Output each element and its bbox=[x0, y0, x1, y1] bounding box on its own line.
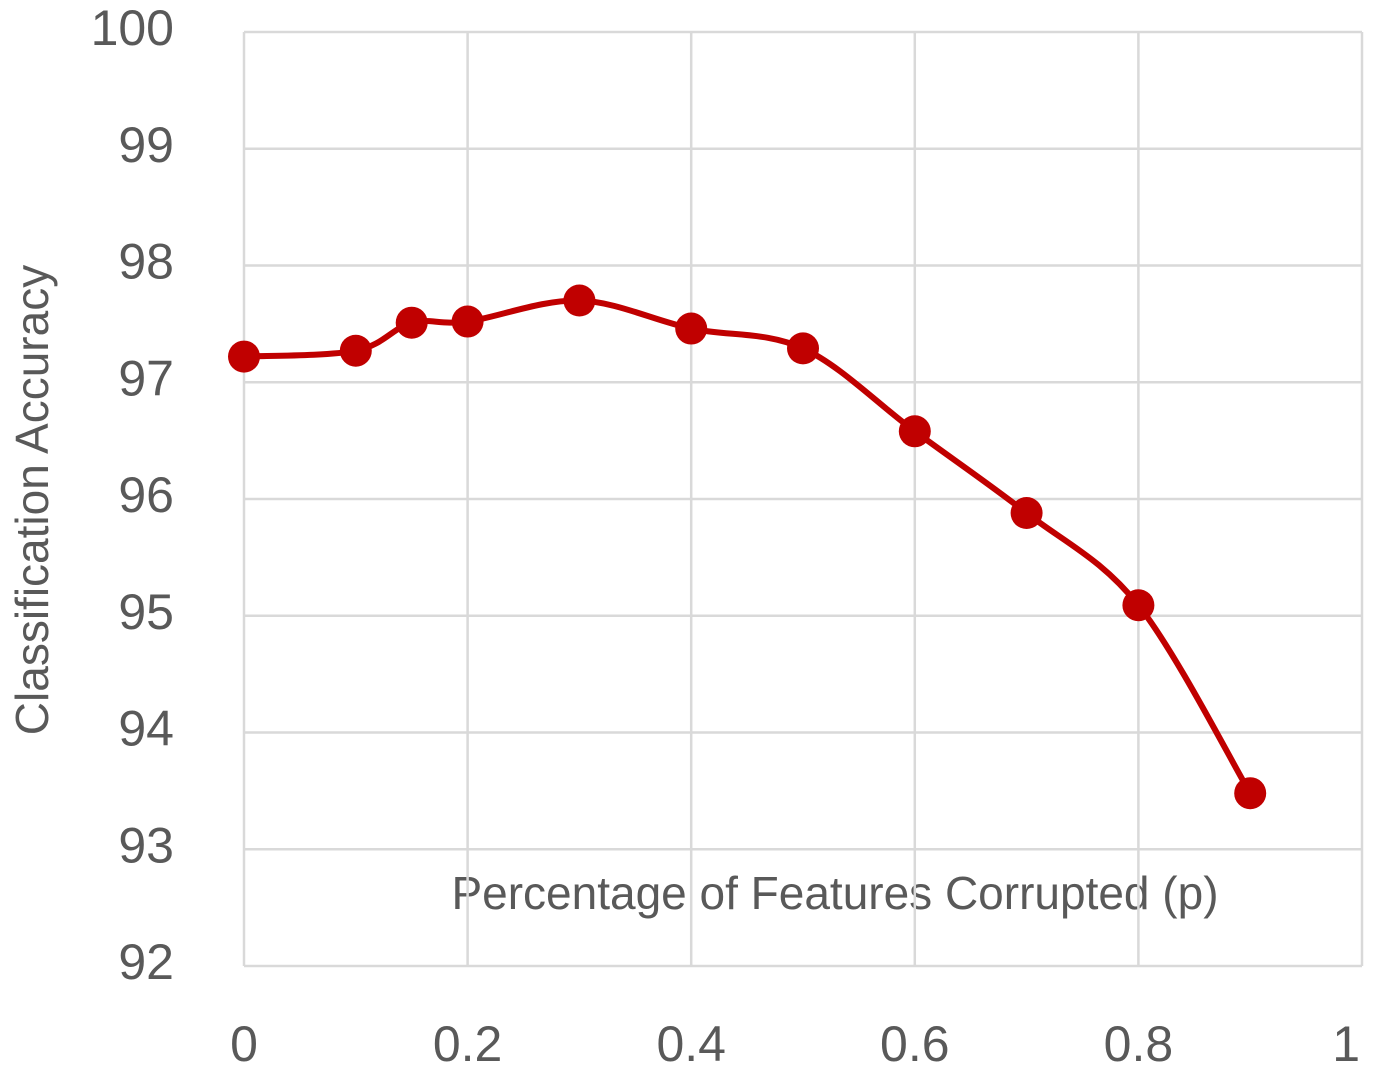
marker bbox=[1234, 777, 1267, 810]
marker bbox=[339, 334, 372, 367]
x-tick-label: 0.4 bbox=[656, 1016, 726, 1072]
marker bbox=[1010, 497, 1043, 530]
marker bbox=[787, 332, 819, 365]
y-tick-label: 97 bbox=[118, 350, 174, 406]
y-axis-label: Classification Accuracy bbox=[6, 265, 58, 735]
marker bbox=[395, 306, 428, 339]
x-tick-label: 0.2 bbox=[433, 1016, 503, 1072]
marker bbox=[1122, 589, 1155, 622]
y-tick-label: 94 bbox=[118, 701, 174, 757]
y-tick-label: 99 bbox=[118, 117, 174, 173]
x-axis-label: Percentage of Features Corrupted (p) bbox=[451, 867, 1218, 919]
marker bbox=[675, 312, 708, 345]
y-tick-label: 100 bbox=[91, 0, 174, 56]
x-tick-label: 0.6 bbox=[880, 1016, 950, 1072]
line bbox=[243, 297, 1253, 795]
marker bbox=[563, 284, 596, 317]
y-tick-label: 92 bbox=[118, 934, 174, 990]
marker bbox=[228, 340, 260, 373]
x-tick-label: 1 bbox=[1332, 1016, 1360, 1072]
marker bbox=[898, 415, 931, 448]
x-tick-label: 0.8 bbox=[1104, 1016, 1174, 1072]
y-tick-label: 98 bbox=[118, 234, 174, 290]
marker bbox=[451, 305, 484, 338]
x-tick-label: 0 bbox=[230, 1016, 258, 1072]
y-tick-label: 96 bbox=[118, 467, 174, 523]
grid bbox=[242, 30, 1364, 968]
y-tick-label: 95 bbox=[118, 584, 174, 640]
y-tick-label: 93 bbox=[118, 817, 174, 873]
